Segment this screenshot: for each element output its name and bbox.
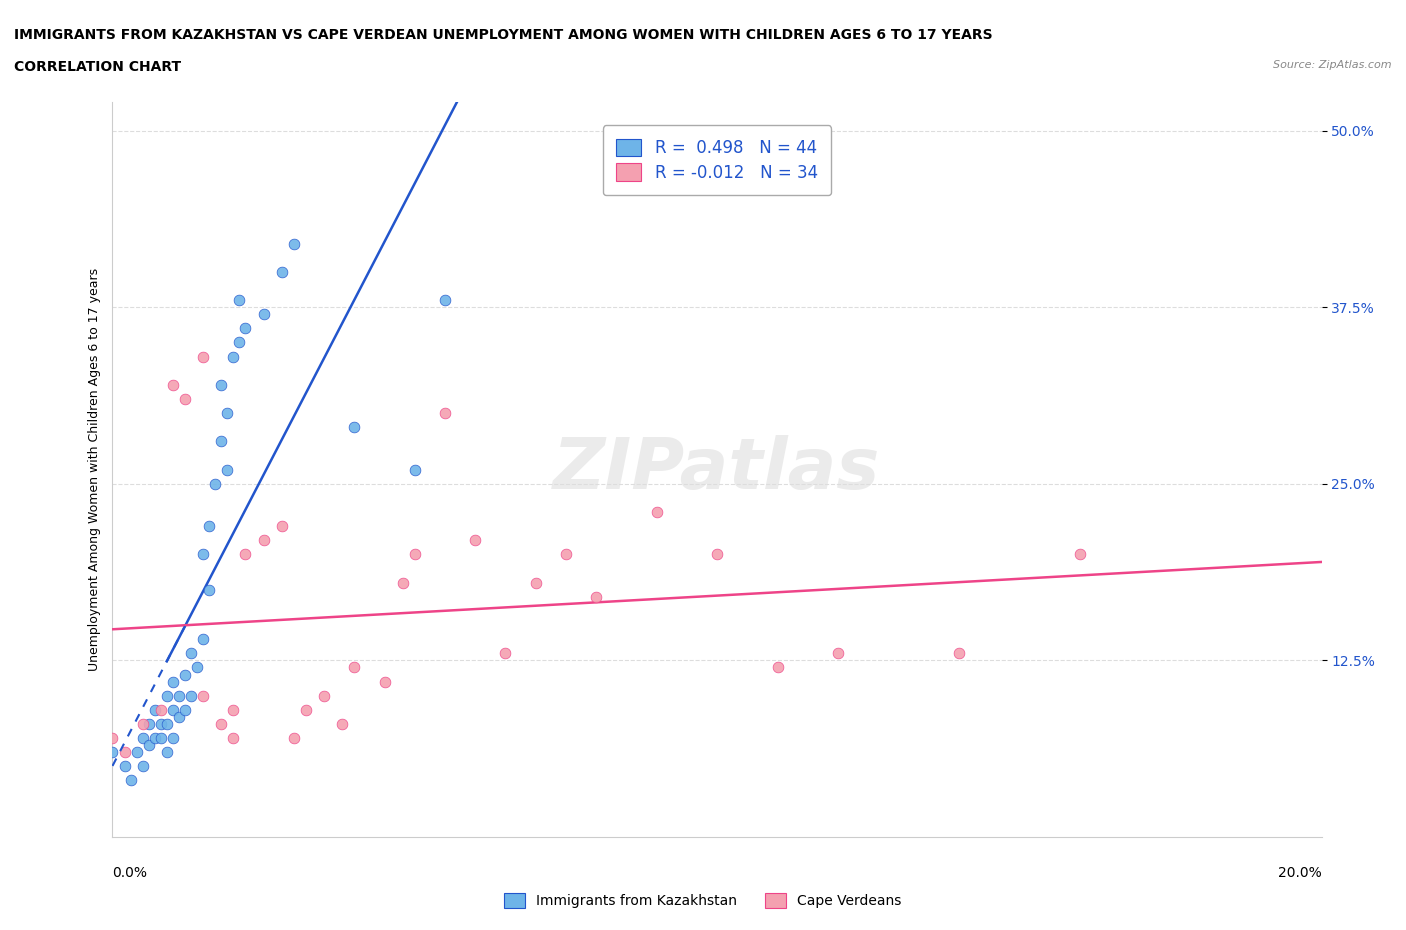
Point — [827, 646, 849, 661]
Point — [167, 710, 190, 724]
Text: Source: ZipAtlas.com: Source: ZipAtlas.com — [1274, 60, 1392, 71]
Point — [125, 745, 148, 760]
Point — [706, 547, 728, 562]
Point — [270, 264, 292, 279]
Point — [222, 702, 245, 717]
Point — [191, 631, 214, 646]
Point — [524, 576, 547, 591]
Point — [162, 674, 184, 689]
Point — [330, 716, 353, 731]
Point — [222, 731, 245, 746]
Point — [204, 476, 226, 491]
Point — [156, 716, 179, 731]
Point — [404, 462, 426, 477]
Point — [374, 674, 396, 689]
Point — [198, 519, 221, 534]
Point — [391, 576, 413, 591]
Point — [464, 533, 486, 548]
Point — [343, 419, 366, 434]
Point — [235, 321, 257, 336]
Point — [554, 547, 576, 562]
Point — [180, 688, 202, 703]
Text: IMMIGRANTS FROM KAZAKHSTAN VS CAPE VERDEAN UNEMPLOYMENT AMONG WOMEN WITH CHILDRE: IMMIGRANTS FROM KAZAKHSTAN VS CAPE VERDE… — [14, 28, 993, 42]
Point — [766, 660, 789, 675]
Point — [283, 731, 305, 746]
Point — [149, 731, 172, 746]
Point — [1069, 547, 1091, 562]
Point — [149, 702, 172, 717]
Point — [222, 349, 245, 364]
Point — [180, 646, 202, 661]
Point — [191, 688, 214, 703]
Point — [174, 667, 197, 682]
Point — [948, 646, 970, 661]
Point — [295, 702, 318, 717]
Text: 20.0%: 20.0% — [1278, 867, 1322, 881]
Point — [162, 702, 184, 717]
Point — [433, 293, 456, 308]
Point — [120, 773, 142, 788]
Point — [217, 405, 239, 420]
Point — [186, 660, 208, 675]
Point — [209, 434, 232, 449]
Text: 0.0%: 0.0% — [112, 867, 148, 881]
Legend: R =  0.498   N = 44, R = -0.012   N = 34: R = 0.498 N = 44, R = -0.012 N = 34 — [603, 126, 831, 195]
Text: CORRELATION CHART: CORRELATION CHART — [14, 60, 181, 74]
Point — [198, 582, 221, 597]
Point — [101, 745, 124, 760]
Point — [156, 745, 179, 760]
Point — [645, 505, 668, 520]
Point — [228, 335, 250, 350]
Text: ZIPatlas: ZIPatlas — [554, 435, 880, 504]
Point — [162, 731, 184, 746]
Point — [209, 716, 232, 731]
Point — [101, 731, 124, 746]
Y-axis label: Unemployment Among Women with Children Ages 6 to 17 years: Unemployment Among Women with Children A… — [89, 268, 101, 671]
Point — [167, 688, 190, 703]
Point — [209, 378, 232, 392]
Point — [114, 745, 136, 760]
Point — [191, 349, 214, 364]
Legend: Immigrants from Kazakhstan, Cape Verdeans: Immigrants from Kazakhstan, Cape Verdean… — [499, 888, 907, 914]
Point — [228, 293, 250, 308]
Point — [495, 646, 517, 661]
Point — [314, 688, 336, 703]
Point — [404, 547, 426, 562]
Point — [149, 716, 172, 731]
Point — [585, 590, 607, 604]
Point — [132, 716, 155, 731]
Point — [162, 378, 184, 392]
Point — [253, 307, 276, 322]
Point — [433, 405, 456, 420]
Point — [156, 688, 179, 703]
Point — [143, 731, 166, 746]
Point — [143, 702, 166, 717]
Point — [270, 519, 292, 534]
Point — [174, 702, 197, 717]
Point — [283, 236, 305, 251]
Point — [138, 716, 160, 731]
Point — [217, 462, 239, 477]
Point — [253, 533, 276, 548]
Point — [235, 547, 257, 562]
Point — [114, 759, 136, 774]
Point — [174, 392, 197, 406]
Point — [138, 737, 160, 752]
Point — [343, 660, 366, 675]
Point — [191, 547, 214, 562]
Point — [132, 731, 155, 746]
Point — [132, 759, 155, 774]
